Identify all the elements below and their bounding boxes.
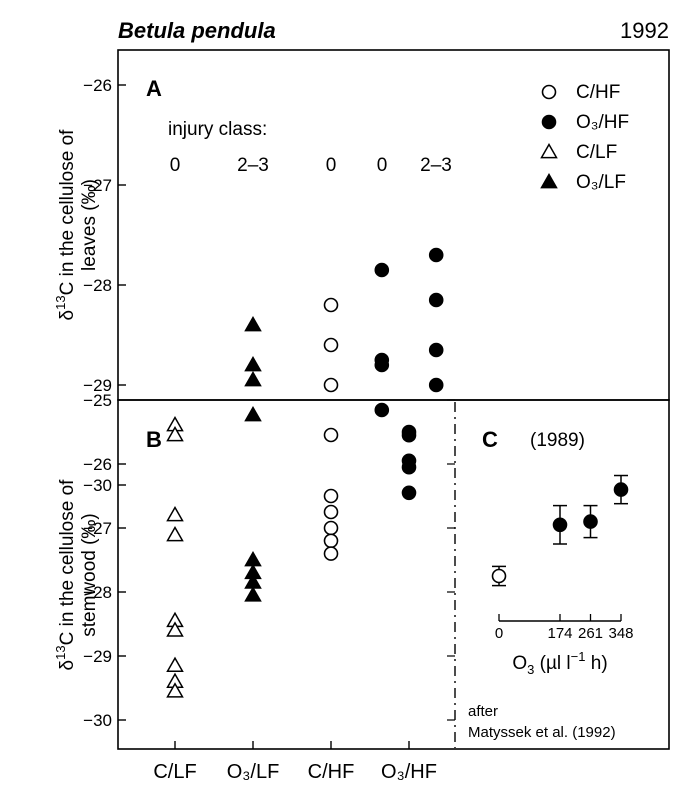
legend-marker <box>541 114 557 130</box>
y-tick-label: −29 <box>83 647 112 666</box>
legend-label: O₃/HF <box>576 112 629 133</box>
legend-label: C/HF <box>576 82 620 103</box>
injury-class-value: 0 <box>326 155 337 176</box>
panel-b-y-axis: −25 −26 −27 −28 −29 −30 <box>83 391 455 730</box>
species-title: Betula pendula <box>118 18 276 43</box>
injury-class-value: 0 <box>170 155 181 176</box>
panel-b-ylabel-text: C in the cellulose of <box>57 479 78 646</box>
y-tick-label: −27 <box>83 176 112 195</box>
injury-class-value: 2–3 <box>420 155 452 176</box>
panel-a-points <box>166 247 444 542</box>
data-point <box>374 402 390 418</box>
legend-marker <box>540 172 558 189</box>
data-point <box>401 427 417 443</box>
legend-marker <box>541 84 557 100</box>
superscript-13: 13 <box>53 645 68 659</box>
panel-c-plot: 0 174 261 348 <box>491 474 634 642</box>
category-label: O₃/LF <box>227 761 280 783</box>
data-point <box>323 488 339 504</box>
panel-c-x-tick-label: 0 <box>495 625 503 642</box>
y-tick-label: −29 <box>83 376 112 395</box>
panel-c-note: (1989) <box>530 430 585 451</box>
data-point <box>166 505 184 522</box>
data-point <box>428 342 444 358</box>
legend-label: O₃/LF <box>576 172 626 193</box>
y-tick-label: −27 <box>83 519 112 538</box>
injury-class-row: 0 2–3 0 0 2–3 <box>170 155 452 176</box>
data-point <box>166 682 184 698</box>
panel-a-ylabel-line2: leaves (‰) <box>79 179 100 271</box>
legend-label: C/LF <box>576 142 617 163</box>
panel-bc-frame <box>117 399 670 750</box>
legend: C/HF O₃/HF C/LF O₃/LF <box>540 82 629 193</box>
data-point <box>323 337 339 353</box>
data-point <box>166 525 184 542</box>
panel-a-ylabel-text: C in the cellulose of <box>57 129 78 296</box>
panel-c-point <box>552 517 568 533</box>
injury-class-value: 0 <box>377 155 388 176</box>
data-point <box>244 315 262 332</box>
category-label: O₃/HF <box>381 761 437 783</box>
data-point <box>401 485 417 501</box>
data-point <box>244 405 262 422</box>
delta-symbol: δ <box>57 310 78 321</box>
injury-class-label: injury class: <box>168 119 267 140</box>
y-tick-label: −25 <box>83 391 112 410</box>
year-label: 1992 <box>620 18 669 43</box>
category-axis: C/LF O₃/LF C/HF O₃/HF <box>153 741 437 783</box>
superscript-13: 13 <box>53 295 68 309</box>
data-point <box>428 247 444 263</box>
injury-class-value: 2–3 <box>237 155 269 176</box>
data-point <box>166 621 184 637</box>
panel-b-points <box>166 424 417 698</box>
data-point <box>323 533 339 549</box>
data-point <box>401 459 417 475</box>
data-point <box>244 550 262 567</box>
delta-symbol: δ <box>57 660 78 671</box>
legend-marker <box>540 142 558 159</box>
data-point <box>323 520 339 536</box>
data-point <box>428 292 444 308</box>
category-label: C/HF <box>308 761 355 783</box>
source-line1: after <box>468 703 498 720</box>
data-point <box>323 427 339 443</box>
panel-c-point <box>583 514 598 529</box>
data-point <box>166 425 184 442</box>
panel-c-point <box>613 482 629 497</box>
data-point <box>323 546 339 561</box>
y-tick-label: −26 <box>83 455 112 474</box>
panel-c-letter: C <box>482 427 498 452</box>
panel-c-xlabel: O3 (µl l−1 h) <box>512 649 607 677</box>
panel-b-letter: B <box>146 427 162 452</box>
panel-b-ylabel-line2: stemwood (‰) <box>79 513 100 637</box>
panel-a-letter: A <box>146 76 162 101</box>
data-point <box>428 377 444 393</box>
category-label: C/LF <box>153 761 196 783</box>
data-point <box>244 586 262 602</box>
data-point <box>374 357 390 373</box>
panel-c-x-tick-label: 261 <box>578 625 603 642</box>
source-line2: Matyssek et al. (1992) <box>468 724 616 741</box>
panel-b-ylabel-line1: δ13C in the cellulose of <box>53 479 78 671</box>
data-point <box>374 262 390 278</box>
data-point <box>323 504 339 520</box>
data-point <box>323 297 339 313</box>
y-tick-label: −26 <box>83 76 112 95</box>
y-tick-label: −30 <box>83 476 112 495</box>
panel-c-x-tick-label: 348 <box>608 625 633 642</box>
data-point <box>323 377 339 393</box>
panel-a-ylabel-line1: δ13C in the cellulose of <box>53 129 78 321</box>
panel-c-x-tick-label: 174 <box>547 625 572 642</box>
data-point <box>244 370 262 387</box>
y-tick-label: −28 <box>83 583 112 602</box>
panel-c-point <box>491 568 507 584</box>
data-point <box>244 355 262 372</box>
y-tick-label: −28 <box>83 276 112 295</box>
panel-a-y-axis: −26 −27 −28 −29 −30 <box>83 76 126 495</box>
data-point <box>166 656 184 672</box>
y-tick-label: −30 <box>83 711 112 730</box>
